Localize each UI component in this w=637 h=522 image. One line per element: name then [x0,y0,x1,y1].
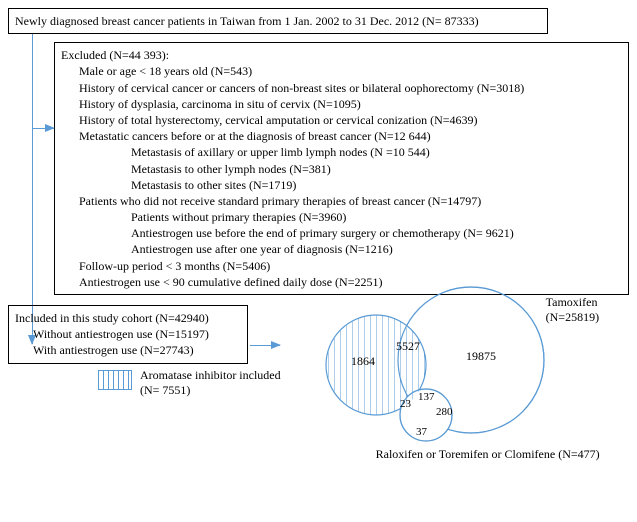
excluded-item: Male or age < 18 years old (N=543) [79,63,622,79]
excluded-item: History of dysplasia, carcinoma in situ … [79,96,622,112]
legend-text: Aromatase inhibitor included (N= 7551) [140,368,281,398]
venn-label-raloxifen: Raloxifen or Toremifen or Clomifene (N=4… [376,447,600,462]
bottom-row: Included in this study cohort (N=42940) … [8,305,629,475]
legend-swatch-hatch [98,370,132,390]
included-title: Included in this study cohort (N=42940) [15,310,241,326]
venn-n-all: 137 [418,391,435,403]
flow-arrow-down [32,34,33,344]
excluded-item: Metastatic cancers before or at the diag… [79,128,622,144]
excluded-item: Follow-up period < 3 months (N=5406) [79,258,622,274]
venn-diagram: 1864 5527 19875 23 137 280 37 Tamoxifen … [286,305,626,475]
raloxifen-label: Raloxifen or Toremifen or Clomifene (N=4… [376,447,600,461]
tamoxifen-label: Tamoxifen [546,295,598,309]
top-cohort-text: Newly diagnosed breast cancer patients i… [15,14,479,28]
venn-n-tam-ral: 280 [436,406,453,418]
included-without: Without antiestrogen use (N=15197) [33,326,241,342]
venn-n-ai-only: 1864 [351,354,375,368]
excluded-subitem: Metastasis to other sites (N=1719) [131,177,622,193]
excluded-subitem: Patients without primary therapies (N=39… [131,209,622,225]
venn-n-ai-tam: 5527 [396,339,420,353]
excluded-item: Patients who did not receive standard pr… [79,193,622,209]
venn-label-tamoxifen: Tamoxifen (N=25819) [546,295,599,325]
flow-arrow-to-excluded [32,128,54,129]
excluded-subitem: Antiestrogen use before the end of prima… [131,225,622,241]
tamoxifen-n: (N=25819) [546,310,599,324]
excluded-subitem: Antiestrogen use after one year of diagn… [131,241,622,257]
excluded-subitem: Metastasis of axillary or upper limb lym… [131,144,622,160]
excluded-item: History of total hysterectomy, cervical … [79,112,622,128]
top-cohort-box: Newly diagnosed breast cancer patients i… [8,8,548,34]
flowchart: Newly diagnosed breast cancer patients i… [8,8,629,475]
venn-n-ai-ral: 23 [400,398,412,410]
legend-row: Aromatase inhibitor included (N= 7551) [98,368,281,398]
flow-arrow-to-venn [250,345,280,346]
excluded-title: Excluded (N=44 393): [61,47,622,63]
excluded-box: Excluded (N=44 393): Male or age < 18 ye… [54,42,629,295]
venn-n-ral-only: 37 [416,426,428,438]
legend-ai-label: Aromatase inhibitor included [140,368,281,382]
included-box: Included in this study cohort (N=42940) … [8,305,248,364]
legend-ai-n: (N= 7551) [140,383,190,397]
excluded-subitem: Metastasis to other lymph nodes (N=381) [131,161,622,177]
excluded-item: History of cervical cancer or cancers of… [79,80,622,96]
included-with: With antiestrogen use (N=27743) [33,342,241,358]
venn-n-tam-only: 19875 [466,349,496,363]
